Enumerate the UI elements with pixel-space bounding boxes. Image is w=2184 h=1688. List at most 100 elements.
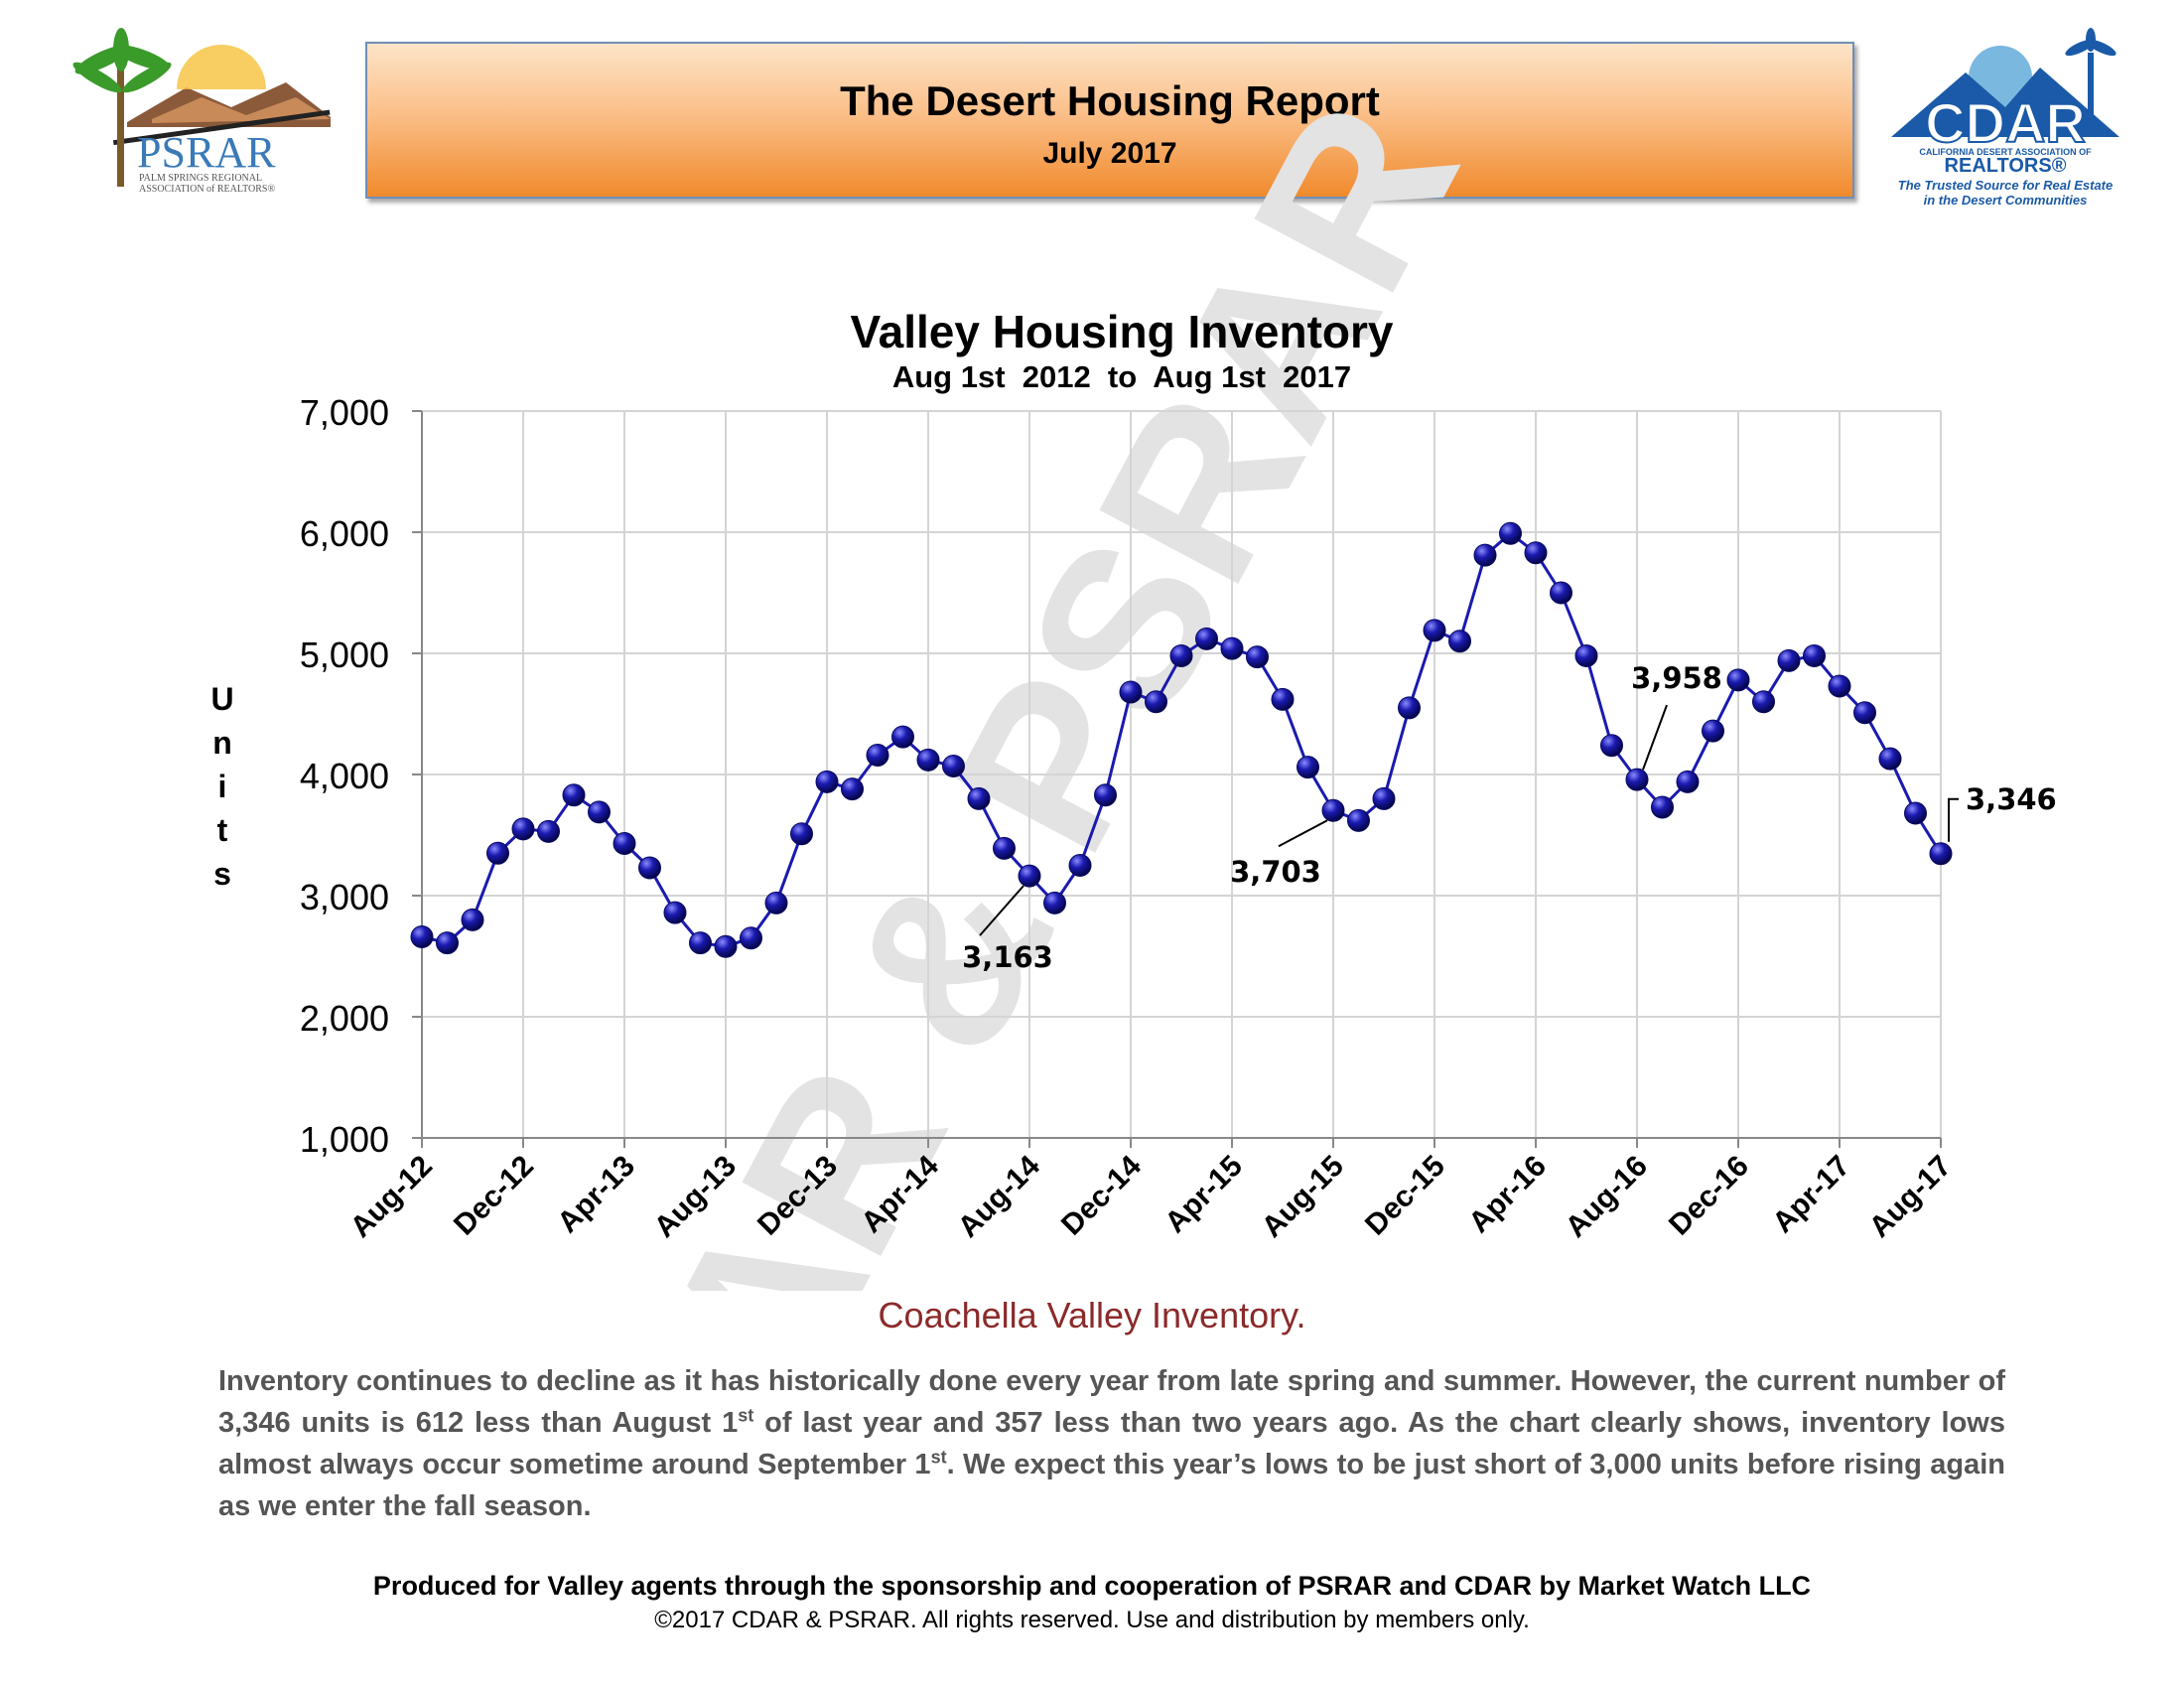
logo-sun-icon (177, 45, 266, 89)
data-point (1726, 668, 1750, 692)
chart-title: Valley Housing Inventory (850, 306, 1393, 357)
data-point (1119, 680, 1143, 704)
x-tick-label: Aug-15 (1256, 1150, 1350, 1244)
data-point (866, 743, 889, 767)
annotation-label: 3,958 (1631, 661, 1722, 695)
data-point (1676, 770, 1700, 793)
psrar-logo-text: PSRAR (137, 128, 276, 177)
data-point (1195, 627, 1218, 650)
x-tick-label: Apr-17 (1766, 1150, 1856, 1240)
data-point (562, 783, 586, 807)
svg-text:CALIFORNIA DESERT ASSOCIATION: CALIFORNIA DESERT ASSOCIATION OF (1919, 147, 2092, 157)
svg-text:REALTORS®: REALTORS® (1945, 155, 2067, 177)
data-point (1372, 786, 1396, 810)
x-tick-label: Apr-16 (1462, 1150, 1553, 1240)
data-point (638, 856, 661, 880)
data-point (1777, 648, 1801, 672)
x-tick-label: Aug-17 (1863, 1150, 1958, 1244)
data-point (689, 931, 712, 955)
svg-text:The Trusted Source for Real Es: The Trusted Source for Real Estate (1898, 178, 2114, 193)
data-point (1550, 581, 1572, 605)
y-axis-label-letter: n (212, 725, 232, 761)
data-point (1651, 795, 1674, 819)
cdar-logo-text: CDAR (1925, 91, 2086, 154)
data-point (1828, 674, 1851, 698)
data-point (1524, 541, 1548, 565)
palm-leaves-icon (2065, 28, 2116, 57)
data-point (461, 908, 484, 931)
x-tick-label: Dec-16 (1663, 1150, 1755, 1242)
chart-caption: Coachella Valley Inventory. (878, 1295, 1306, 1336)
annotation-leader (1278, 819, 1328, 848)
data-point (1702, 719, 1724, 743)
data-point (1904, 801, 1927, 825)
data-point (891, 725, 914, 749)
palm-trunk-icon (2088, 53, 2094, 132)
commentary-text: Inventory continues to decline as it has… (218, 1365, 2005, 1522)
data-point (1752, 690, 1775, 714)
data-point (1853, 701, 1876, 725)
data-point (1473, 543, 1497, 567)
svg-text:PALM SPRINGS REGIONAL: PALM SPRINGS REGIONAL (139, 173, 262, 184)
y-tick-label: 4,000 (300, 756, 389, 796)
data-point (1929, 842, 1953, 866)
y-axis-label-letter: s (213, 856, 231, 892)
svg-text:ASSOCIATION of REALTORS®: ASSOCIATION of REALTORS® (139, 184, 275, 195)
y-axis-label-letter: U (210, 681, 233, 717)
data-point (942, 754, 965, 777)
data-point (1094, 783, 1117, 807)
data-point (1068, 854, 1092, 877)
data-point (1574, 643, 1598, 667)
x-axis (421, 411, 1941, 1139)
footer-copyright: ©2017 CDAR & PSRAR. All rights reserved.… (654, 1607, 1530, 1633)
data-point (1600, 734, 1623, 758)
data-point (764, 891, 788, 914)
data-point (790, 822, 813, 846)
annotation-leader (1642, 704, 1668, 771)
x-tick-label: Apr-13 (551, 1150, 641, 1240)
data-point (486, 841, 509, 865)
x-tick-label: Dec-14 (1055, 1149, 1148, 1241)
logo-mountains-icon (1891, 68, 2119, 137)
x-tick-label: Dec-12 (448, 1150, 540, 1242)
y-tick-label: 3,000 (300, 877, 389, 917)
data-point (1145, 690, 1167, 714)
data-point (1297, 756, 1319, 779)
data-point (1246, 645, 1269, 669)
inventory-chart: CDAR & PSRAR Valley Housing Inventory Au… (210, 64, 2057, 1291)
y-axis-ticks: 1,000 2,000 3,000 4,000 5,000 6,000 7,000 (300, 392, 422, 1160)
data-point (436, 931, 459, 955)
y-axis-label-letter: t (217, 812, 228, 848)
data-point (410, 924, 434, 948)
x-tick-label: Aug-12 (344, 1150, 439, 1244)
x-axis-ticks: Aug-12 Dec-12 Apr-13 Aug-13 Dec-13 Apr-14 Aug-… (344, 1138, 1958, 1244)
palm-trunk-icon (117, 68, 124, 187)
data-point (967, 786, 991, 810)
data-point (1321, 798, 1345, 822)
watermark: CDAR & PSRAR (459, 64, 1506, 1291)
data-point (1220, 636, 1244, 660)
y-axis-label-letter: i (218, 769, 227, 804)
annotation-label: 3,703 (1230, 855, 1321, 889)
data-point (1347, 808, 1370, 832)
data-point (1803, 643, 1826, 667)
cdar-logo: CDAR CALIFORNIA DESERT ASSOCIATION OF RE… (1891, 28, 2119, 208)
data-point (1271, 687, 1295, 711)
palm-leaves-icon (72, 28, 172, 93)
data-point (1878, 747, 1902, 771)
x-tick-label: Apr-15 (1159, 1150, 1249, 1240)
data-point (815, 770, 839, 793)
annotation-label: 3,346 (1966, 782, 2057, 816)
footer-credit: Produced for Valley agents through the s… (372, 1571, 1812, 1601)
report-date: July 2017 (1042, 137, 1177, 170)
data-point (841, 777, 864, 801)
data-point (537, 819, 560, 843)
x-tick-label: Aug-16 (1560, 1150, 1654, 1244)
psrar-logo: PSRAR PALM SPRINGS REGIONAL ASSOCIATION … (72, 28, 331, 195)
data-point (1499, 521, 1522, 545)
y-tick-label: 5,000 (300, 634, 389, 675)
report-banner: The Desert Housing Report July 2017 (365, 42, 1854, 199)
data-point (511, 817, 535, 841)
y-tick-label: 2,000 (300, 998, 389, 1039)
